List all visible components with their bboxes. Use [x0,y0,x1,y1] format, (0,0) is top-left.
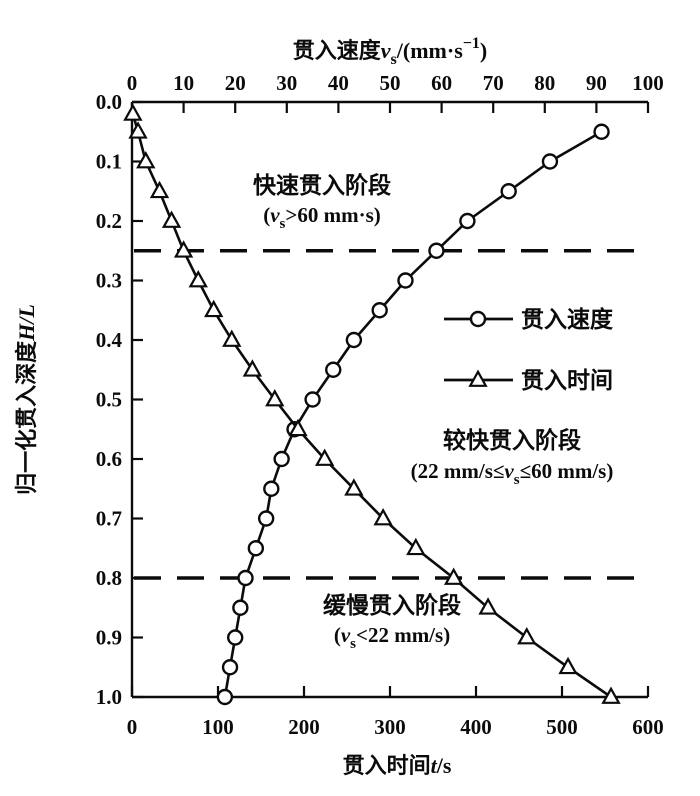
bottom-axis-tick-label: 300 [374,715,406,739]
velocity-series-marker [500,183,517,200]
velocity-series-marker [325,361,342,378]
time-series-marker [188,270,208,288]
top-axis-tick-label: 0 [127,71,138,95]
top-axis-tick-label: 20 [225,71,246,95]
top-axis-tick-label: 100 [632,71,664,95]
velocity-series-marker [232,599,249,616]
velocity-series-marker [459,212,476,230]
left-axis-tick-label: 0.2 [96,209,122,233]
time-series-marker [136,151,156,169]
time-series-marker [558,656,578,675]
bottom-axis-title: 贯入时间t/s [343,753,452,778]
left-axis-tick-label: 1.0 [96,685,122,709]
time-series-marker [373,508,393,526]
legend-velocity-label: 贯入速度 [521,306,614,332]
time-series-marker [314,448,335,466]
top-axis-tick-label: 10 [173,71,194,95]
velocity-series-marker [304,391,321,408]
left-axis-tick-label: 0.0 [96,90,122,114]
velocity-series-marker [345,331,363,349]
left-axis-tick-label: 0.1 [96,150,122,174]
bottom-axis-tick-label: 0 [127,715,138,739]
annotation-medium-stage-range: (22 mm/s≤vs≤60 mm/s) [411,459,614,488]
time-series-marker [222,329,242,347]
legend-time-label: 贯入时间 [521,368,613,393]
velocity-series-marker [226,629,244,646]
time-series-marker [242,359,263,377]
annotation-slow-stage-title: 缓慢贯入阶段 [323,592,461,618]
time-series-marker [406,537,426,556]
velocity-series-marker [273,450,290,468]
left-axis-tick-label: 0.8 [96,566,122,590]
top-axis-tick-label: 80 [534,71,555,95]
time-series-marker [478,597,498,615]
annotation-fast-stage-range: (vs>60 mm·s) [263,203,381,232]
top-axis-tick-label: 50 [380,71,401,95]
left-axis-tick-label: 0.6 [96,447,122,471]
time-series-marker [149,180,170,199]
time-series-marker [344,478,364,496]
bottom-axis-tick-label: 200 [288,715,320,739]
time-series-marker [173,240,194,258]
legend-velocity-marker [469,310,487,328]
velocity-series-marker [593,123,610,140]
velocity-series-marker [397,272,414,289]
time-series-marker [517,627,537,645]
velocity-series-marker [247,540,265,557]
time-series-marker [601,686,621,704]
annotation-fast-stage-title: 快速贯入阶段 [253,172,391,198]
left-axis-tick-label: 0.3 [96,269,122,293]
bottom-axis-tick-label: 600 [632,715,664,739]
left-axis-tick-label: 0.5 [96,388,122,412]
velocity-series-marker [237,569,254,587]
velocity-series-marker [221,659,239,676]
top-axis-tick-label: 90 [586,71,607,95]
annotation-slow-stage-range: (vs<22 mm/s) [334,623,450,652]
left-axis-tick-label: 0.9 [96,626,122,650]
velocity-series-marker [428,242,445,259]
velocity-series-marker [371,302,388,319]
left-axis-tick-label: 0.4 [96,328,123,352]
time-series-marker [123,103,143,121]
bottom-axis-tick-label: 500 [546,715,578,739]
time-series-marker [161,210,182,228]
time-series-marker [128,121,148,139]
time-series-marker [265,389,285,407]
annotation-medium-stage-title: 较快贯入阶段 [443,427,581,453]
top-axis-tick-label: 30 [276,71,297,95]
velocity-series-marker [541,153,559,170]
time-series-marker [288,418,308,437]
time-series-marker [204,299,224,318]
velocity-series-marker [216,688,234,706]
top-axis-tick-label: 40 [328,71,349,95]
velocity-series-marker [257,510,275,527]
bottom-axis-tick-label: 400 [460,715,492,739]
left-axis-title: 归一化贯入深度H/L [14,304,39,495]
bottom-axis-tick-label: 100 [202,715,234,739]
top-axis-tick-label: 60 [431,71,452,95]
top-axis-title: 贯入速度vs/(mm·s−1) [293,35,487,68]
left-axis-tick-label: 0.7 [96,507,122,531]
time-series-marker [443,567,464,585]
top-axis-tick-label: 70 [483,71,504,95]
legend-time-marker [468,369,488,387]
velocity-series-marker [263,480,280,497]
